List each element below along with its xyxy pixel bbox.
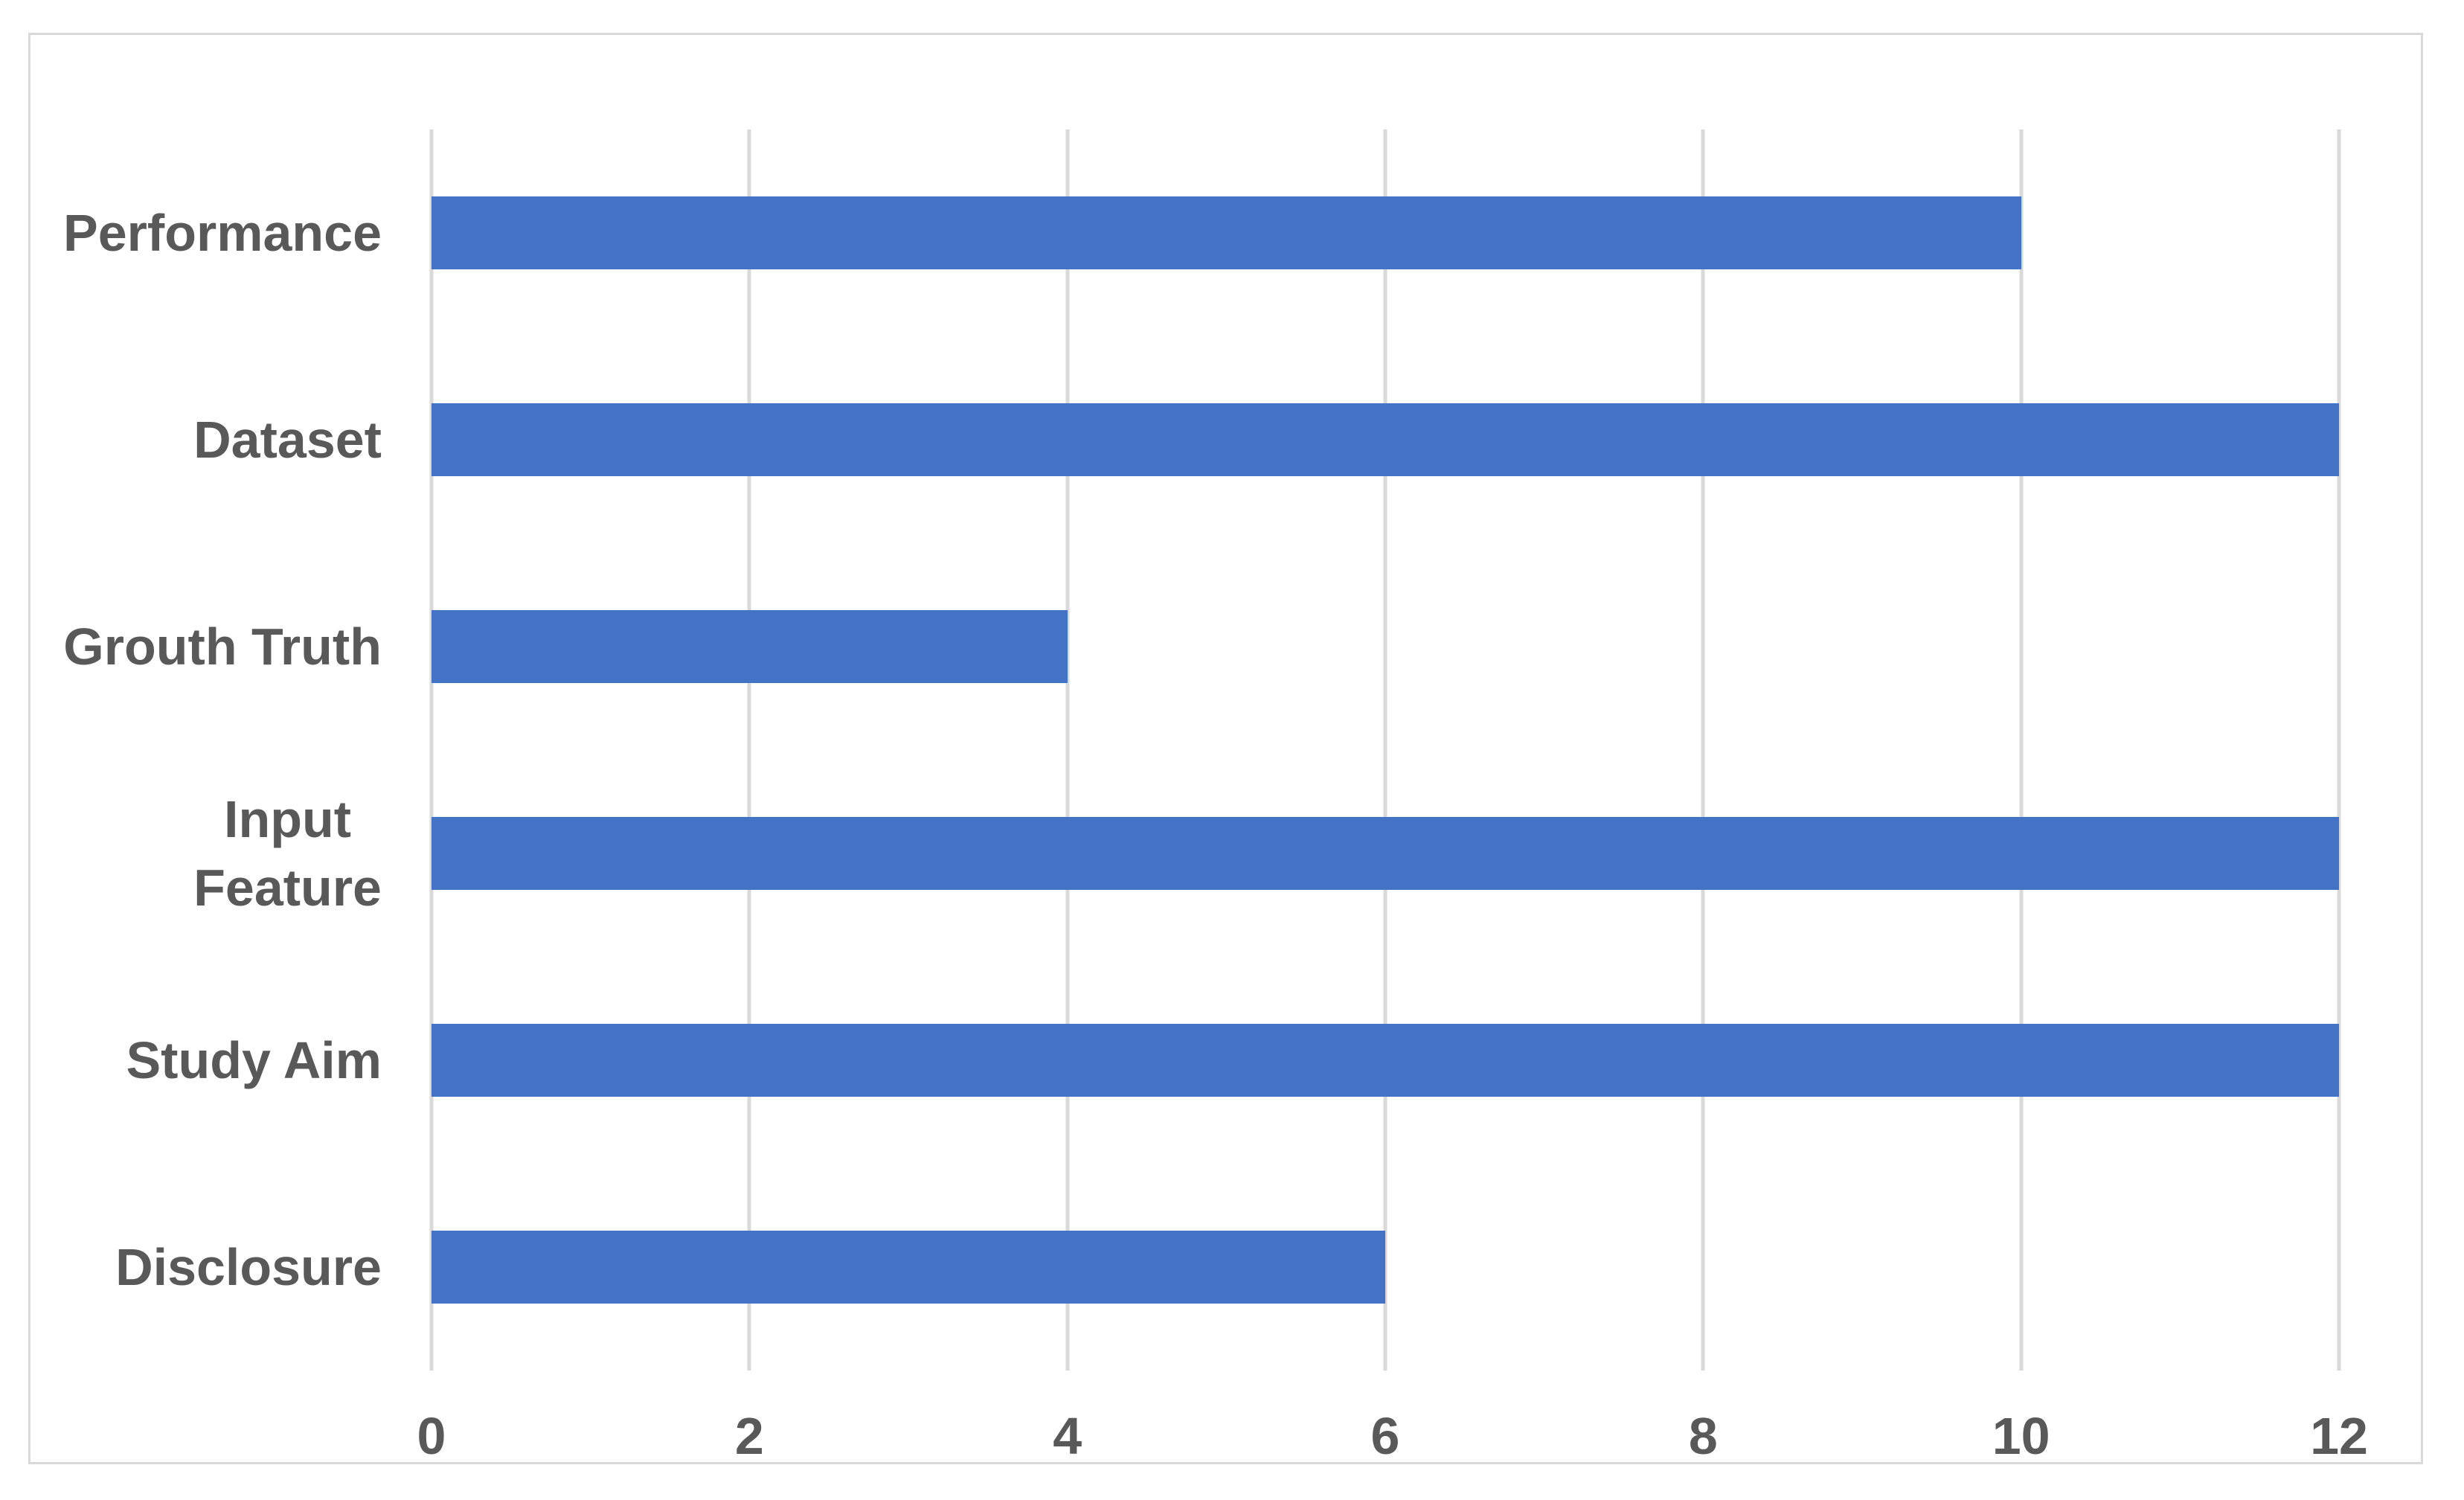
category-label-row: Grouth Truth (31, 543, 382, 750)
chart-frame: Performance Dataset Grouth Truth Input Feat… (28, 33, 2423, 1465)
x-tick-label: 2 (734, 1407, 764, 1465)
bar-row (431, 336, 2339, 543)
category-label-row: Input Feature (31, 750, 382, 957)
gridline (747, 129, 751, 1371)
gridline (2019, 129, 2024, 1371)
value-axis-tick-labels: 0 2 4 6 8 10 12 (417, 1407, 2368, 1475)
bar-grouth-truth (431, 610, 1068, 683)
category-label-row: Disclosure (31, 1164, 382, 1371)
x-tick-label: 6 (1370, 1407, 1400, 1465)
category-label-row: Performance (31, 129, 382, 336)
x-tick-label: 0 (417, 1407, 446, 1465)
bar-row (431, 543, 2339, 750)
category-axis-labels: Performance Dataset Grouth Truth Input Feat… (31, 129, 382, 1371)
gridline (1065, 129, 1070, 1371)
plot-area (429, 129, 2341, 1371)
bar-input-feature (431, 817, 2339, 890)
category-label: Grouth Truth (63, 617, 382, 676)
category-label: Disclosure (115, 1237, 382, 1296)
category-label: Dataset (193, 410, 382, 469)
gridline (429, 129, 434, 1371)
bar-performance (431, 196, 2021, 269)
gridline (1383, 129, 1387, 1371)
bar-row (431, 129, 2339, 336)
bar-dataset (431, 403, 2339, 476)
x-tick-label: 8 (1688, 1407, 1718, 1465)
category-label: Input Feature (193, 789, 382, 917)
bar-row (431, 957, 2339, 1164)
gridline (2337, 129, 2341, 1371)
bar-disclosure (431, 1231, 1385, 1304)
category-label-row: Study Aim (31, 957, 382, 1164)
x-tick-label: 10 (1992, 1407, 2050, 1465)
category-label: Study Aim (126, 1031, 382, 1089)
gridline (1701, 129, 1705, 1371)
category-label-row: Dataset (31, 336, 382, 543)
bar-study-aim (431, 1024, 2339, 1097)
x-tick-label: 4 (1053, 1407, 1082, 1465)
category-label: Performance (63, 203, 382, 262)
bar-row (431, 750, 2339, 957)
x-tick-label: 12 (2310, 1407, 2368, 1465)
bar-row (431, 1164, 2339, 1371)
